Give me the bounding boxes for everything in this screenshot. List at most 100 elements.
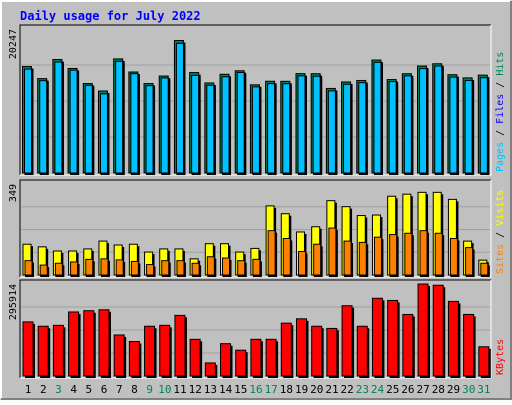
kbytes-bar [220, 343, 232, 377]
day-label: 27 [417, 383, 430, 396]
kbytes-bar [280, 322, 292, 377]
day-label: 3 [55, 383, 62, 396]
kbytes-legend: KBytes [495, 339, 506, 375]
kbytes-bar [128, 340, 140, 377]
kbytes-bar [98, 309, 110, 377]
day-label: 16 [249, 383, 262, 396]
files-bar [251, 86, 260, 174]
day-label: 31 [477, 383, 490, 396]
files-bar [69, 69, 78, 174]
sites-bar [115, 259, 124, 276]
kbytes-bar [463, 313, 475, 377]
requests-legend-separator: / [495, 124, 506, 142]
files-bar [145, 85, 154, 174]
kbytes-bar [68, 311, 80, 377]
sites-bar [39, 264, 48, 276]
files-bar [54, 61, 63, 174]
day-label: 20 [310, 383, 323, 396]
day-label: 18 [280, 383, 293, 396]
files-bar [388, 81, 397, 174]
sites-bar [343, 240, 352, 276]
sites-bar [404, 232, 413, 276]
files-bar [24, 68, 32, 174]
kbytes-bar [371, 297, 383, 377]
requests-panel-edge-dark [19, 24, 491, 175]
requests-legend: Pages / Files / Hits [495, 52, 506, 172]
sites-bar [449, 237, 458, 276]
day-label: 29 [447, 383, 460, 396]
files-bar [236, 72, 245, 174]
kbytes-bar [22, 321, 34, 377]
sites-bar [146, 264, 155, 276]
day-label: 10 [158, 383, 171, 396]
kbytes-bar [204, 362, 216, 377]
sites-bar [465, 247, 474, 276]
day-label: 15 [234, 383, 247, 396]
kbytes-bar [311, 325, 323, 377]
sites-bar [191, 262, 200, 276]
day-label: 7 [116, 383, 123, 396]
kbytes-bar [189, 338, 201, 377]
kbytes-panel-edge-dark [19, 279, 491, 378]
sites-bar [252, 258, 261, 276]
files-bar [343, 83, 352, 174]
legend-pages: Pages [495, 142, 506, 172]
day-label: 13 [204, 383, 217, 396]
day-label: 23 [356, 383, 369, 396]
files-bar [84, 84, 93, 174]
sites-bar [297, 251, 306, 276]
files-bar [191, 74, 200, 174]
sites-bar [206, 256, 215, 276]
kbytes-bar [432, 284, 444, 377]
sites-bar [54, 262, 63, 276]
legend-kbytes: KBytes [495, 339, 506, 375]
sites-bar [480, 262, 489, 276]
kbytes-bar [295, 318, 307, 377]
legend-files: Files [495, 94, 506, 124]
kbytes-bar [159, 324, 171, 377]
sites-bar [328, 227, 337, 276]
chart-title: Daily usage for July 2022 [20, 9, 201, 23]
files-bar [479, 77, 488, 174]
legend-hits: Hits [495, 52, 506, 76]
files-bar [115, 60, 124, 174]
files-bar [160, 77, 169, 174]
visits-sites-max-label: 349 [8, 184, 19, 202]
files-bar [175, 42, 184, 174]
day-label: 8 [131, 383, 138, 396]
day-label: 25 [386, 383, 399, 396]
day-label: 17 [265, 383, 278, 396]
sites-bar [237, 260, 246, 276]
kbytes-bar [402, 313, 414, 377]
day-label: 4 [70, 383, 77, 396]
sites-bar [373, 236, 382, 276]
day-label: 19 [295, 383, 308, 396]
kbytes-bar [478, 346, 490, 377]
sites-bar [161, 260, 170, 276]
files-bar [312, 75, 321, 174]
files-bar [358, 82, 367, 174]
sites-bar [358, 241, 367, 276]
sites-bar [70, 261, 79, 276]
sites-bar [267, 230, 276, 276]
visits-sites-legend-separator: / [495, 226, 506, 244]
files-bar [206, 84, 215, 174]
sites-bar [434, 232, 443, 276]
files-bar [267, 83, 276, 174]
chart-bars [22, 40, 491, 378]
sites-bar [389, 234, 398, 276]
files-bar [39, 80, 48, 174]
sites-bar [85, 258, 94, 276]
day-label: 28 [432, 383, 445, 396]
kbytes-bar [447, 300, 459, 377]
sites-bar [313, 243, 322, 276]
kbytes-bar [326, 327, 338, 377]
sites-bar [419, 230, 428, 276]
files-bar [327, 90, 336, 174]
sites-bar [176, 260, 185, 276]
sites-bar [24, 260, 33, 276]
day-label: 22 [341, 383, 354, 396]
